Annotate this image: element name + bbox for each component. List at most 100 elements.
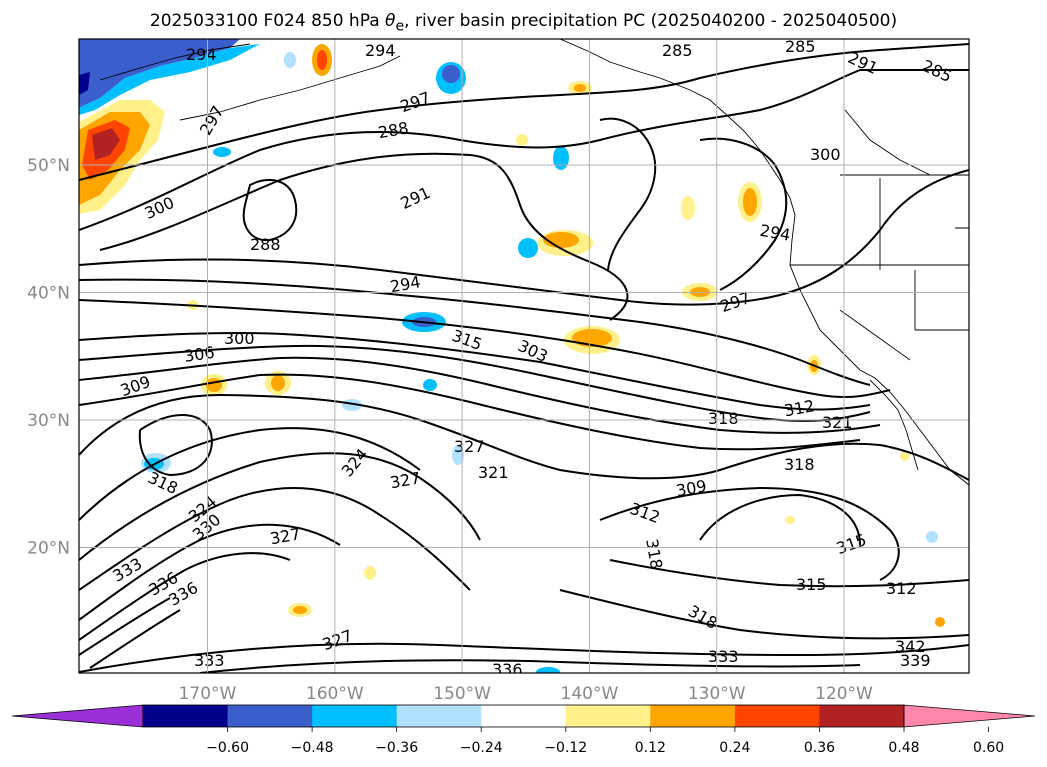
shade-blob (452, 445, 464, 465)
shade-blob (536, 667, 560, 673)
contour-label: 333 (109, 554, 145, 586)
colorbar-swatch (734, 705, 820, 727)
lon-label: 140°W (561, 684, 619, 704)
contour-label: 318 (642, 537, 666, 570)
shade-blob (423, 379, 437, 391)
contour-label: 321 (822, 413, 853, 432)
colorbar-swatch (227, 705, 313, 727)
graticule (79, 39, 969, 673)
contour-label: 312 (627, 499, 662, 527)
shade-blob (213, 147, 231, 157)
contour-label: 288 (250, 235, 281, 254)
contour-label: 324 (338, 445, 372, 481)
colorbar-swatch (396, 705, 482, 727)
contour-label: 285 (919, 56, 955, 86)
contour-label: 336 (492, 660, 523, 679)
shade-blob (681, 196, 695, 220)
lat-label: 40°N (27, 284, 70, 304)
contour-label: 294 (186, 45, 217, 64)
contour-label: 333 (194, 651, 225, 670)
colorbar-label: −0.60 (206, 740, 249, 756)
shade-nw-blue (79, 39, 240, 108)
colorbar-label: 0.24 (719, 740, 750, 756)
colorbar-label: 0.12 (635, 740, 666, 756)
lon-label: 160°W (306, 684, 364, 704)
latitude-labels: 50°N 40°N 30°N 20°N (27, 156, 70, 559)
contour-label: 294 (365, 41, 396, 60)
contour-label: 309 (675, 476, 708, 500)
contour-labels: 294 294 297 285 285 291 285 297 288 300 … (109, 37, 955, 679)
colorbar-label: 0.36 (804, 740, 835, 756)
lat-label: 30°N (27, 411, 70, 431)
contour-label: 285 (785, 37, 816, 56)
colorbar-swatch (481, 705, 567, 727)
shade-blob (206, 378, 222, 392)
shade-blob (935, 617, 945, 627)
contour-label: 318 (708, 409, 739, 428)
shade-nw-navy (79, 72, 90, 95)
theta-e-contours (79, 43, 969, 673)
colorbar-label: 0.48 (888, 740, 919, 756)
colorbar-swatch (143, 705, 229, 727)
colorbar-extend-low (11, 704, 144, 728)
lat-label: 50°N (27, 156, 70, 176)
longitude-labels: 170°W 160°W 150°W 140°W 130°W 120°W (179, 684, 873, 704)
colorbar-swatch (819, 705, 905, 727)
contour-label: 318 (145, 468, 181, 498)
contour-label: 288 (377, 118, 410, 142)
shade-blob (364, 566, 376, 580)
contour-label: 333 (708, 647, 739, 666)
shade-blob (553, 146, 569, 170)
contour-label: 315 (834, 530, 869, 558)
colorbar-swatch (312, 705, 398, 727)
colorbar-extend-high (903, 704, 1036, 728)
shade-blob (518, 238, 538, 258)
shade-blob (271, 375, 285, 391)
contour-label: 339 (900, 651, 931, 670)
colorbar-label: −0.36 (375, 740, 418, 756)
contour-label: 300 (224, 329, 255, 348)
map-frame (78, 38, 970, 674)
shade-blob (284, 52, 296, 68)
lon-label: 120°W (815, 684, 873, 704)
colorbar: −0.60 −0.48 −0.36 −0.24 −0.12 0.12 0.24 0.36 0.4… (11, 704, 1036, 756)
shade-nw-darkred (92, 128, 120, 160)
contour-label: 312 (886, 579, 917, 598)
colorbar-swatch (650, 705, 736, 727)
shade-blob (743, 188, 757, 216)
contour-label: 306 (183, 343, 216, 366)
shade-blob (317, 50, 327, 70)
shade-blob (293, 606, 307, 614)
colorbar-label: −0.48 (291, 740, 334, 756)
contour-label: 312 (783, 396, 816, 420)
contour-label: 315 (796, 575, 827, 594)
shade-blob (900, 451, 910, 461)
lon-label: 150°W (433, 684, 491, 704)
page-title: 2025033100 F024 850 hPa θe, river basin … (149, 11, 898, 35)
shade-nw-lightblue (79, 44, 260, 115)
contour-label: 297 (196, 102, 228, 138)
colorbar-label: −0.12 (544, 740, 587, 756)
contour-label: 318 (685, 601, 721, 633)
contour-label: 300 (142, 193, 178, 223)
lat-label: 20°N (27, 539, 70, 559)
lon-label: 170°W (179, 684, 237, 704)
contour-label: 327 (320, 626, 355, 654)
shade-blob (926, 531, 938, 543)
colorbar-swatch (565, 705, 651, 727)
contour-label: 327 (454, 437, 485, 456)
shade-blob (574, 84, 586, 92)
shade-blob (516, 134, 528, 146)
contour-label: 285 (662, 41, 693, 60)
contour-label: 342 (895, 637, 926, 656)
shade-blob (785, 516, 795, 524)
colorbar-frame (142, 704, 905, 728)
colorbar-label: −0.24 (460, 740, 503, 756)
contour-label: 327 (389, 468, 422, 492)
contour-label: 300 (810, 145, 841, 164)
contour-label: 294 (758, 221, 791, 245)
contour-label: 291 (398, 183, 434, 213)
contour-label: 297 (398, 88, 433, 116)
contour-label: 321 (478, 463, 509, 482)
